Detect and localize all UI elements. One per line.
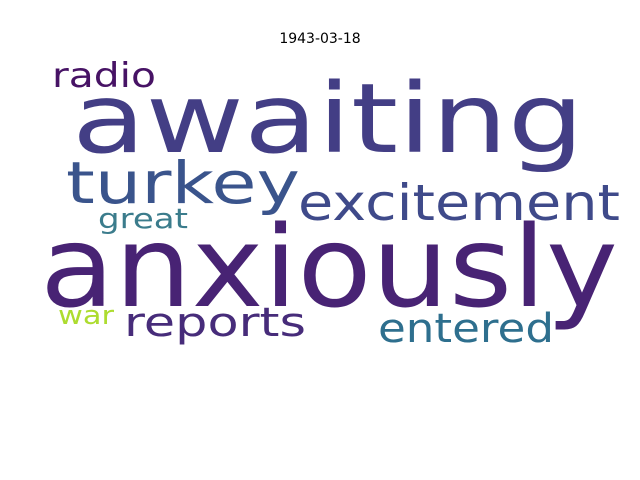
figure-title: 1943-03-18 bbox=[279, 31, 361, 47]
word-anxiously: anxiously bbox=[40, 203, 618, 333]
word-entered: entered bbox=[378, 306, 554, 352]
word-war: war bbox=[58, 301, 114, 331]
word-radio: radio bbox=[52, 56, 156, 96]
word-great: great bbox=[98, 202, 188, 235]
word-reports: reports bbox=[124, 300, 306, 346]
word-turkey: turkey bbox=[66, 149, 300, 217]
word-excitement: excitement bbox=[298, 174, 620, 232]
word-awaiting: awaiting bbox=[72, 63, 584, 175]
